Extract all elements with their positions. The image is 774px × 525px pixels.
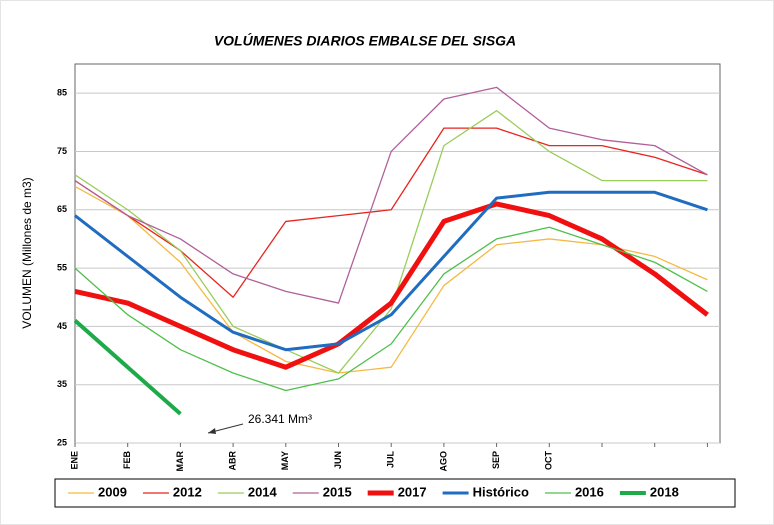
y-tick-label: 65 bbox=[57, 204, 67, 214]
series-line bbox=[74, 201, 709, 370]
x-tick-label: AGO bbox=[438, 451, 448, 472]
y-tick-label: 45 bbox=[57, 321, 67, 331]
legend-label: 2017 bbox=[398, 484, 427, 499]
legend-label: 2018 bbox=[650, 484, 679, 499]
legend-label: 2016 bbox=[575, 484, 604, 499]
y-tick-label: 75 bbox=[57, 146, 67, 156]
x-tick-label: MAR bbox=[175, 451, 185, 472]
series-line bbox=[74, 109, 708, 374]
series-line bbox=[73, 319, 182, 416]
y-tick-label: 85 bbox=[57, 88, 67, 98]
chart-title: VOLÚMENES DIARIOS EMBALSE DEL SISGA bbox=[214, 32, 516, 49]
legend-label: Histórico bbox=[473, 484, 529, 499]
y-tick-label: 35 bbox=[57, 379, 67, 389]
x-tick-label: MAY bbox=[280, 451, 290, 470]
y-tick-label: 55 bbox=[57, 262, 67, 272]
x-tick-label: JUN bbox=[333, 451, 343, 469]
legend-label: 2014 bbox=[248, 484, 278, 499]
annotation-arrowhead bbox=[208, 428, 216, 434]
x-tick-label: ENE bbox=[69, 451, 79, 470]
x-tick-label: JUL bbox=[386, 451, 396, 469]
series-line bbox=[74, 86, 708, 304]
y-tick-label: 25 bbox=[57, 437, 67, 447]
legend-label: 2015 bbox=[323, 484, 352, 499]
series-line bbox=[74, 190, 708, 352]
series-line bbox=[74, 226, 708, 392]
x-tick-label: FEB bbox=[122, 450, 132, 469]
legend-label: 2009 bbox=[98, 484, 127, 499]
x-tick-label: ABR bbox=[227, 451, 237, 471]
legend-label: 2012 bbox=[173, 484, 202, 499]
y-axis-label: VOLUMEN (Millones de m3) bbox=[20, 177, 34, 328]
x-tick-label: OCT bbox=[544, 451, 554, 471]
x-tick-label: SEP bbox=[491, 451, 501, 469]
annotation: 26.341 Mm³ bbox=[248, 412, 312, 426]
